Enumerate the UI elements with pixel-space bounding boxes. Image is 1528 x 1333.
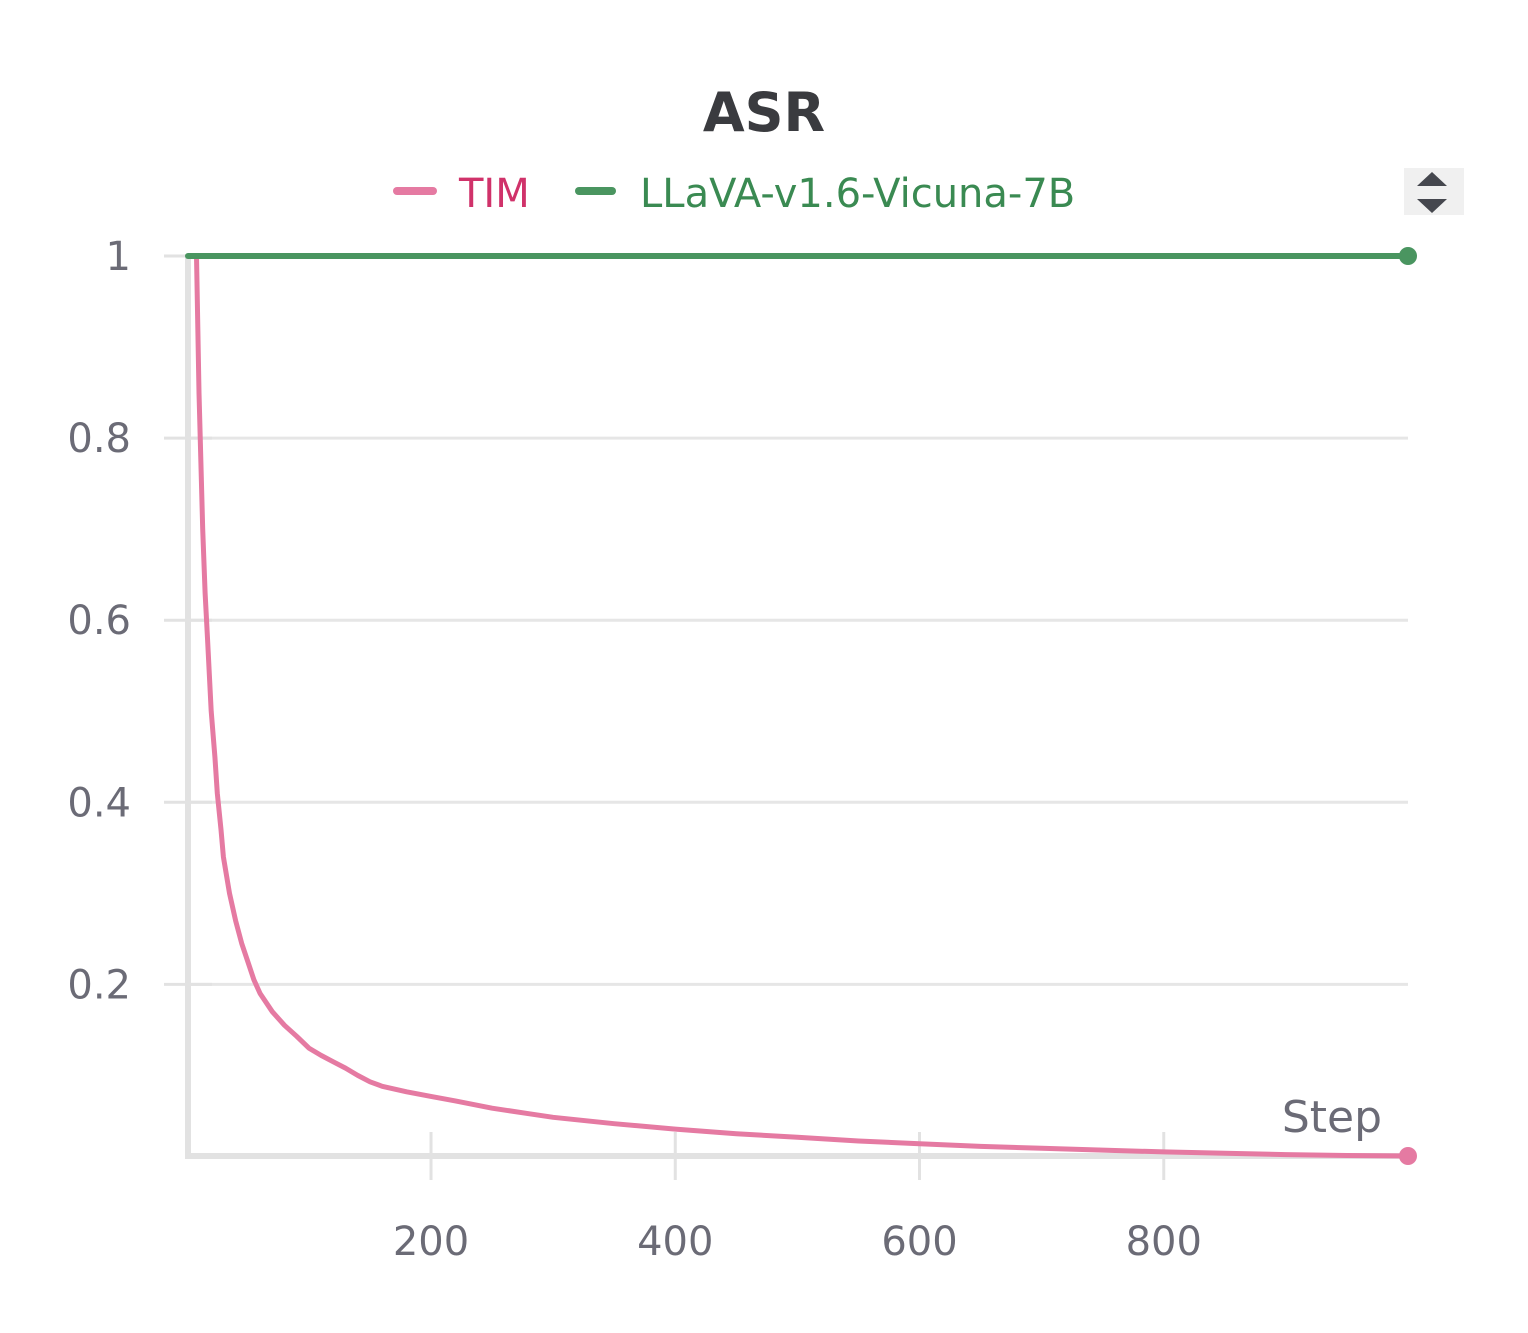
legend: TIM LLaVA-v1.6-Vicuna-7B [393, 171, 1075, 217]
x-tick-label: 600 [881, 1219, 957, 1265]
x-tick-label: 800 [1126, 1219, 1202, 1265]
axes [164, 254, 1408, 1180]
series-endpoint-llava [1399, 247, 1417, 265]
legend-label-tim: TIM [458, 171, 530, 217]
grid [188, 254, 1408, 986]
x-tick-label: 400 [637, 1219, 713, 1265]
series-line-tim [194, 253, 1411, 1159]
x-tick-label: 200 [393, 1219, 469, 1265]
y-tick-label: 0.2 [67, 962, 131, 1008]
y-tick-label: 0.8 [67, 416, 131, 462]
tick-labels: 0.2 0.4 0.6 0.8 1 200 400 600 800 [67, 234, 1202, 1265]
y-tick-label: 1 [106, 234, 131, 280]
sort-toggle-icon[interactable] [1404, 168, 1464, 215]
chart-title: ASR [703, 81, 825, 144]
series-endpoint-tim [1399, 1147, 1417, 1165]
legend-label-llava: LLaVA-v1.6-Vicuna-7B [640, 171, 1075, 217]
x-axis-title: Step [1282, 1092, 1382, 1143]
series [185, 247, 1417, 1165]
y-tick-label: 0.4 [67, 780, 131, 826]
y-tick-label: 0.6 [67, 598, 131, 644]
